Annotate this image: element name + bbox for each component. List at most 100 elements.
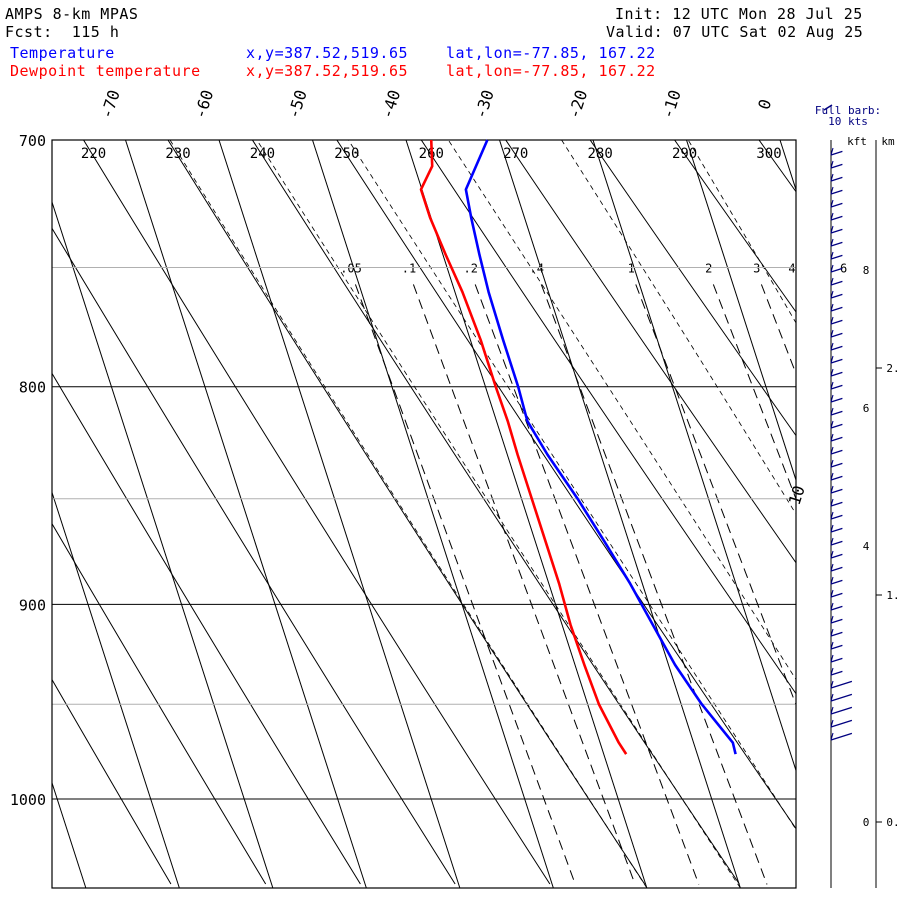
isotherm-line bbox=[686, 140, 796, 482]
temperature-profile bbox=[464, 139, 737, 755]
wind-barb bbox=[830, 524, 843, 533]
mixing-ratio-label: 1 bbox=[628, 261, 635, 275]
dewpoint-profile bbox=[419, 139, 628, 755]
wind-barb bbox=[830, 212, 843, 221]
isotherm-line bbox=[874, 140, 900, 888]
dry-adiabat-line bbox=[589, 140, 796, 437]
barb-scale-note: 10 kts bbox=[828, 115, 868, 128]
isotherm-label: -50 bbox=[284, 88, 311, 121]
legend-temperature-name: Temperature bbox=[10, 44, 115, 62]
fcst-value: 115 h bbox=[71, 23, 120, 41]
barb-scale-note: Full barb: bbox=[815, 104, 881, 117]
km-tick-label: 1. bbox=[886, 589, 899, 602]
dry-adiabat-line bbox=[336, 140, 796, 830]
wind-barb bbox=[830, 147, 843, 156]
wind-barb bbox=[830, 446, 843, 455]
isotherm-label: 10 bbox=[785, 483, 809, 507]
mixing-ratio-line bbox=[635, 284, 796, 707]
wind-barb bbox=[830, 251, 843, 260]
wind-barb bbox=[830, 381, 843, 390]
wind-barb bbox=[830, 316, 843, 325]
barb-scale-icon bbox=[823, 104, 833, 111]
wind-barb bbox=[830, 576, 843, 585]
wind-barb bbox=[830, 589, 843, 598]
dry-adiabat-label: 250 bbox=[334, 146, 359, 162]
dry-adiabat-line bbox=[167, 140, 646, 885]
isotherm-line bbox=[52, 200, 274, 888]
mixing-ratio-label: 4 bbox=[788, 261, 795, 275]
mixing-ratio-line bbox=[474, 284, 700, 885]
dry-adiabat-line bbox=[52, 372, 361, 885]
wind-barb bbox=[830, 225, 843, 234]
wind-barb bbox=[830, 277, 843, 286]
isotherm-line bbox=[218, 140, 461, 888]
wind-barb bbox=[830, 433, 843, 442]
dry-adiabat-line bbox=[83, 140, 551, 885]
isotherm-line bbox=[592, 140, 796, 773]
wind-barb bbox=[830, 160, 843, 169]
isotherm-label: 0 bbox=[754, 97, 775, 112]
mixing-ratio-label: .4 bbox=[530, 261, 544, 275]
model-title: AMPS 8-km MPAS bbox=[5, 5, 139, 23]
wind-barb bbox=[830, 706, 853, 715]
isotherm-label: -20 bbox=[564, 88, 591, 121]
mixing-ratio-line bbox=[354, 284, 576, 885]
mixing-ratio-line bbox=[712, 284, 796, 501]
isotherm-line bbox=[405, 140, 648, 888]
isotherm-label: -70 bbox=[97, 88, 124, 121]
wind-barb bbox=[830, 485, 843, 494]
wind-barb bbox=[830, 264, 843, 273]
plot-frame bbox=[51, 139, 797, 889]
legend-dewpoint-xy: x,y=387.52,519.65 bbox=[246, 62, 409, 80]
wind-barb bbox=[830, 719, 853, 728]
pressure-tick-label: 800 bbox=[19, 379, 46, 397]
valid-label: Valid: bbox=[606, 23, 664, 41]
isotherm-label: -40 bbox=[377, 88, 404, 121]
wind-barb bbox=[830, 615, 843, 624]
dry-adiabat-line bbox=[52, 227, 456, 885]
wind-barb bbox=[830, 511, 843, 520]
dry-adiabat-line bbox=[420, 140, 796, 695]
wind-barb bbox=[830, 290, 843, 299]
mixing-ratio-label: .1 bbox=[402, 261, 416, 275]
mixing-ratio-label: .2 bbox=[464, 261, 478, 275]
mixing-ratio-label: .05 bbox=[340, 261, 362, 275]
wind-barb bbox=[830, 459, 843, 468]
moist-adiabat-line bbox=[561, 140, 796, 515]
legend-dewpoint-latlon: lat,lon=-77.85, 167.22 bbox=[446, 62, 656, 80]
kft-tick-label: 6 bbox=[863, 402, 870, 415]
dry-adiabat-line bbox=[52, 522, 267, 885]
wind-barb bbox=[830, 654, 843, 663]
moist-adiabat-line bbox=[818, 140, 900, 888]
wind-barb bbox=[830, 303, 843, 312]
wind-barb bbox=[830, 667, 843, 676]
kft-tick-label: 8 bbox=[863, 264, 870, 277]
mixing-ratio-label: 6 bbox=[840, 261, 847, 275]
wind-barb bbox=[830, 680, 853, 689]
kft-tick-label: 0 bbox=[863, 816, 870, 829]
wind-barb bbox=[830, 394, 843, 403]
pressure-tick-label: 1000 bbox=[10, 791, 46, 809]
init-time: Init: 12 UTC Mon 28 Jul 25 bbox=[615, 5, 863, 23]
dry-adiabat-label: 280 bbox=[588, 146, 613, 162]
dry-adiabat-line bbox=[674, 140, 796, 313]
init-value: 12 UTC Mon 28 Jul 25 bbox=[672, 5, 863, 23]
moist-adiabat-line bbox=[687, 140, 796, 324]
legend-temperature-latlon: lat,lon=-77.85, 167.22 bbox=[446, 44, 656, 62]
pressure-tick-label: 900 bbox=[19, 596, 46, 614]
moist-adiabat-line bbox=[347, 140, 796, 831]
wind-barb bbox=[830, 238, 843, 247]
isotherm-line bbox=[52, 490, 180, 888]
wind-barb bbox=[830, 199, 843, 208]
pressure-tick-label: 700 bbox=[19, 132, 46, 150]
wind-barb bbox=[830, 628, 843, 637]
init-label: Init: bbox=[615, 5, 663, 23]
dry-adiabat-label: 290 bbox=[672, 146, 697, 162]
wind-barb bbox=[830, 602, 843, 611]
fcst-label: Fcst: bbox=[5, 23, 53, 41]
wind-barb bbox=[830, 186, 843, 195]
wind-barb bbox=[830, 342, 843, 351]
moist-adiabat-line bbox=[169, 140, 648, 888]
isotherm-label: -30 bbox=[471, 88, 498, 121]
wind-barb bbox=[830, 498, 843, 507]
